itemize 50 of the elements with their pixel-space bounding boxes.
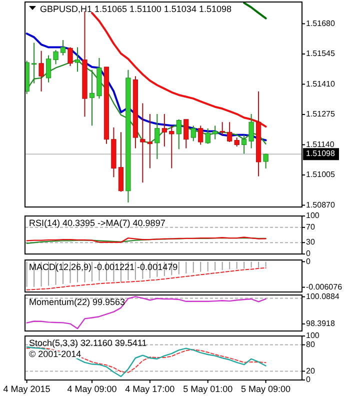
candlestick [227, 122, 232, 143]
candlestick [184, 118, 189, 149]
y-tick-label: 1.51275 [306, 110, 336, 119]
x-tick-label: 4 May 09:00 [67, 384, 117, 394]
y-tick-label: 1.51140 [306, 140, 335, 149]
candlestick [68, 46, 73, 67]
candlestick [140, 102, 146, 184]
chart-title: RSI(14) 40.3395 ->MA(7) 40.9897 [29, 218, 166, 228]
y-tick-label: 80 [306, 340, 316, 349]
candlestick [162, 114, 167, 148]
candlestick [220, 122, 225, 136]
candlestick [212, 125, 218, 140]
candlestick [118, 132, 124, 192]
line-series [26, 296, 266, 330]
y-tick-label: 1.51005 [306, 170, 336, 180]
y-tick-label: 1.50870 [306, 200, 336, 210]
y-tick-label: 1.51410 [306, 79, 336, 88]
y-tick-label: 100 [306, 331, 320, 340]
line-series [26, 32, 267, 142]
line-series [243, 2, 267, 20]
candlestick [169, 125, 174, 169]
candlestick [53, 49, 58, 65]
candlestick [60, 40, 66, 56]
y-tick-label: 100.0884 [306, 292, 340, 301]
y-tick-label: 1.51680 [306, 18, 336, 28]
chart-title: MACD(12,26,9) -0.001221 -0.001479 [29, 262, 178, 272]
candlestick [38, 50, 44, 92]
chart-title: Momentum(22) 99.9563 [29, 297, 126, 307]
y-tick-label: 0 [306, 249, 311, 258]
x-tick-label: 5 May 09:00 [241, 384, 291, 394]
y-tick-label: 98.3918 [306, 319, 336, 328]
y-tick-label: 0 [306, 375, 311, 384]
x-tick-label: 4 May 17:00 [125, 384, 175, 394]
y-tick-label: 20 [306, 366, 316, 376]
chart-title: GBPUSD,H1 1.51065 1.51100 1.51034 1.51098 [40, 4, 232, 14]
ref-line-label: 1.51098 [306, 149, 336, 158]
candlestick [147, 114, 152, 169]
candlestick [89, 69, 95, 126]
y-tick-label: 0 [306, 256, 311, 266]
x-tick-label: 5 May 01:00 [183, 384, 233, 394]
chart-title: Stoch(5,3,3) 32.1160 39.5411 [29, 338, 147, 348]
y-tick-label: 70 [306, 222, 316, 232]
y-tick-label: 30 [306, 238, 316, 247]
y-tick-label: 100 [306, 211, 320, 220]
y-tick-label: 1.51545 [306, 49, 336, 58]
y-tick-label: -0.006076 [306, 282, 343, 292]
x-tick-label: 4 May 2015 [3, 384, 50, 394]
candlestick [190, 125, 196, 142]
candlestick [263, 153, 268, 169]
candlestick [198, 125, 204, 146]
